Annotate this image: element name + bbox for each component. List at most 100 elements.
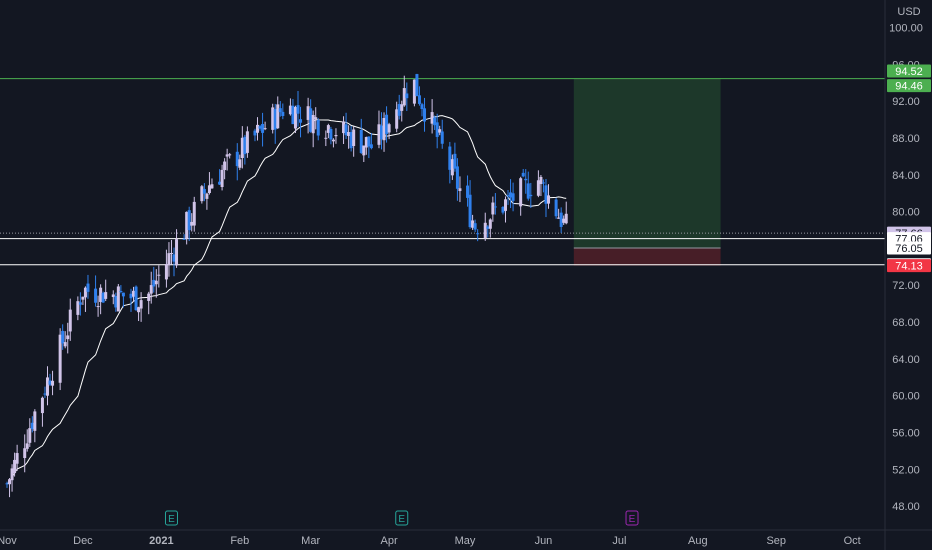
candle-body xyxy=(58,334,62,383)
candle-body xyxy=(10,468,14,481)
candle-body xyxy=(291,105,295,125)
price-tag-label: 74.13 xyxy=(895,261,923,273)
candle-body xyxy=(488,219,492,229)
moving-average-line xyxy=(6,115,567,485)
candle-body xyxy=(342,121,346,134)
candle-body xyxy=(519,178,523,207)
candle-body xyxy=(367,136,371,147)
candle-body xyxy=(349,132,353,149)
candle-body xyxy=(314,117,318,119)
profit-zone[interactable] xyxy=(573,78,721,248)
earnings-event-marker[interactable] xyxy=(164,510,178,526)
y-tick-label: 52.00 xyxy=(892,464,920,476)
y-tick-label: 84.00 xyxy=(892,170,920,182)
candle-body xyxy=(154,280,158,285)
candle-body xyxy=(503,199,507,211)
candle-body xyxy=(316,120,320,136)
candle-body xyxy=(104,292,108,299)
candle-body xyxy=(205,193,209,199)
loss-zone[interactable] xyxy=(573,247,721,266)
candle-body xyxy=(207,185,211,194)
candle-body xyxy=(48,380,52,385)
candle-body xyxy=(440,131,444,144)
candle-body xyxy=(448,146,452,170)
candle-body xyxy=(450,159,454,176)
candle-body xyxy=(258,126,262,129)
x-tick-label: Feb xyxy=(230,535,249,547)
y-tick-label: 64.00 xyxy=(892,354,920,366)
candle-body xyxy=(111,294,115,298)
earnings-event-marker[interactable] xyxy=(395,510,409,526)
earnings-event-marker[interactable] xyxy=(625,510,639,526)
candle-body xyxy=(218,181,222,185)
candle-body xyxy=(564,213,568,224)
candle-body xyxy=(324,137,328,139)
candle-body xyxy=(547,195,551,204)
candle-body xyxy=(524,178,528,181)
y-tick-label: 72.00 xyxy=(892,280,920,292)
candle-body xyxy=(544,185,548,204)
candle-body xyxy=(33,411,37,431)
candle-body xyxy=(296,105,300,114)
candle-body xyxy=(380,125,384,140)
candle-body xyxy=(253,130,257,136)
candle-body xyxy=(466,185,470,198)
candle-body xyxy=(132,290,136,297)
candle-body xyxy=(261,123,265,133)
candle-body xyxy=(288,105,292,115)
candle-body xyxy=(28,428,32,443)
candle-body xyxy=(114,296,118,308)
candle-body xyxy=(243,136,247,155)
x-tick-label: Aug xyxy=(688,535,708,547)
candle-body xyxy=(271,107,275,130)
candle-body xyxy=(68,309,72,332)
candle-body xyxy=(43,393,47,395)
candle-body xyxy=(476,233,480,235)
candle-body xyxy=(526,183,530,199)
candle-body xyxy=(210,184,214,189)
y-tick-label: 88.00 xyxy=(892,133,920,145)
candle-body xyxy=(458,188,462,192)
candle-body xyxy=(364,137,368,148)
candle-body xyxy=(483,222,487,239)
price-tag xyxy=(887,259,931,273)
earnings-event-label: E xyxy=(398,514,405,525)
candle-body xyxy=(83,287,87,298)
candle-body xyxy=(536,180,540,196)
candle-body xyxy=(397,104,401,116)
candle-body xyxy=(306,106,310,120)
candle-body xyxy=(202,188,206,194)
candle-body xyxy=(139,300,143,309)
candle-body xyxy=(192,201,196,226)
candle-body xyxy=(506,195,510,197)
x-tick-label: Dec xyxy=(73,535,93,547)
candle-body xyxy=(63,342,67,347)
candle-body xyxy=(116,286,120,312)
y-tick-label: 56.00 xyxy=(892,427,920,439)
candle-body xyxy=(182,238,186,240)
candle-body xyxy=(40,397,44,414)
earnings-event-label: E xyxy=(629,514,636,525)
candle-body xyxy=(167,253,171,266)
candle-body xyxy=(539,176,543,185)
candle-body xyxy=(240,137,244,159)
candle-body xyxy=(172,254,176,262)
x-tick-label: Oct xyxy=(844,535,861,547)
x-tick-label: Sep xyxy=(766,535,786,547)
candle-body xyxy=(557,217,561,219)
candle-body xyxy=(420,104,424,110)
candle-body xyxy=(13,459,17,474)
candle-body xyxy=(157,274,161,276)
candle-body xyxy=(455,166,459,189)
candle-body xyxy=(382,117,386,141)
candle-body xyxy=(331,139,335,142)
y-tick-label: 60.00 xyxy=(892,391,920,403)
y-tick-label: 80.00 xyxy=(892,207,920,219)
candle-body xyxy=(137,307,141,313)
candle-body xyxy=(276,104,280,129)
price-tag-label: 94.46 xyxy=(895,81,923,93)
candle-body xyxy=(417,95,421,104)
candle-body xyxy=(273,109,277,130)
candle-body xyxy=(220,169,224,188)
